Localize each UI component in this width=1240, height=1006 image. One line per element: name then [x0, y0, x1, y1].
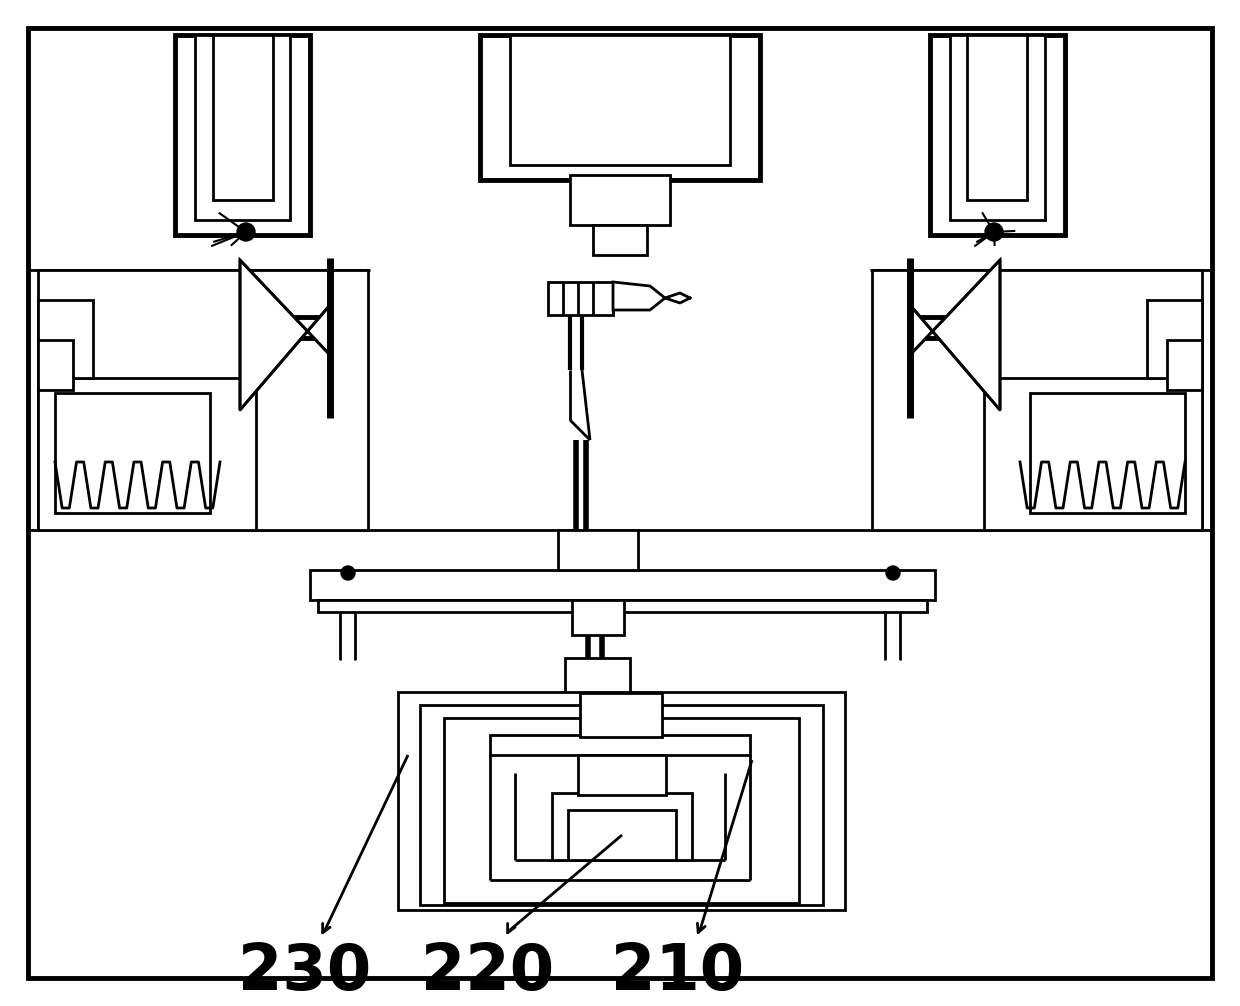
- Bar: [510, 35, 730, 165]
- Bar: [570, 175, 670, 225]
- Bar: [38, 300, 93, 378]
- Bar: [552, 793, 692, 860]
- Text: 230: 230: [238, 941, 372, 1003]
- Bar: [565, 658, 630, 693]
- Bar: [568, 810, 676, 860]
- Text: 220: 220: [422, 941, 554, 1003]
- Circle shape: [887, 566, 900, 580]
- Bar: [872, 270, 1202, 530]
- Bar: [317, 600, 928, 612]
- Bar: [580, 693, 662, 737]
- Bar: [38, 340, 73, 390]
- Polygon shape: [910, 260, 999, 410]
- Circle shape: [985, 223, 1003, 241]
- Circle shape: [237, 223, 255, 241]
- Bar: [195, 35, 290, 220]
- Bar: [558, 530, 639, 570]
- Bar: [578, 754, 666, 795]
- Bar: [55, 393, 210, 513]
- Polygon shape: [241, 260, 330, 410]
- Bar: [480, 35, 760, 180]
- Text: 210: 210: [611, 941, 744, 1003]
- Bar: [1167, 340, 1202, 390]
- Bar: [490, 735, 750, 754]
- Bar: [420, 705, 823, 905]
- Bar: [175, 35, 310, 235]
- Bar: [310, 570, 935, 600]
- Bar: [967, 35, 1027, 200]
- Bar: [572, 600, 624, 635]
- Circle shape: [341, 566, 355, 580]
- Polygon shape: [613, 282, 665, 310]
- Bar: [930, 35, 1065, 235]
- Bar: [444, 718, 799, 903]
- Bar: [548, 282, 613, 315]
- Bar: [398, 692, 844, 910]
- Bar: [1147, 300, 1202, 378]
- Bar: [38, 270, 368, 530]
- Bar: [38, 378, 255, 530]
- Bar: [593, 225, 647, 255]
- Bar: [213, 35, 273, 200]
- Bar: [985, 378, 1202, 530]
- Bar: [950, 35, 1045, 220]
- Bar: [1030, 393, 1185, 513]
